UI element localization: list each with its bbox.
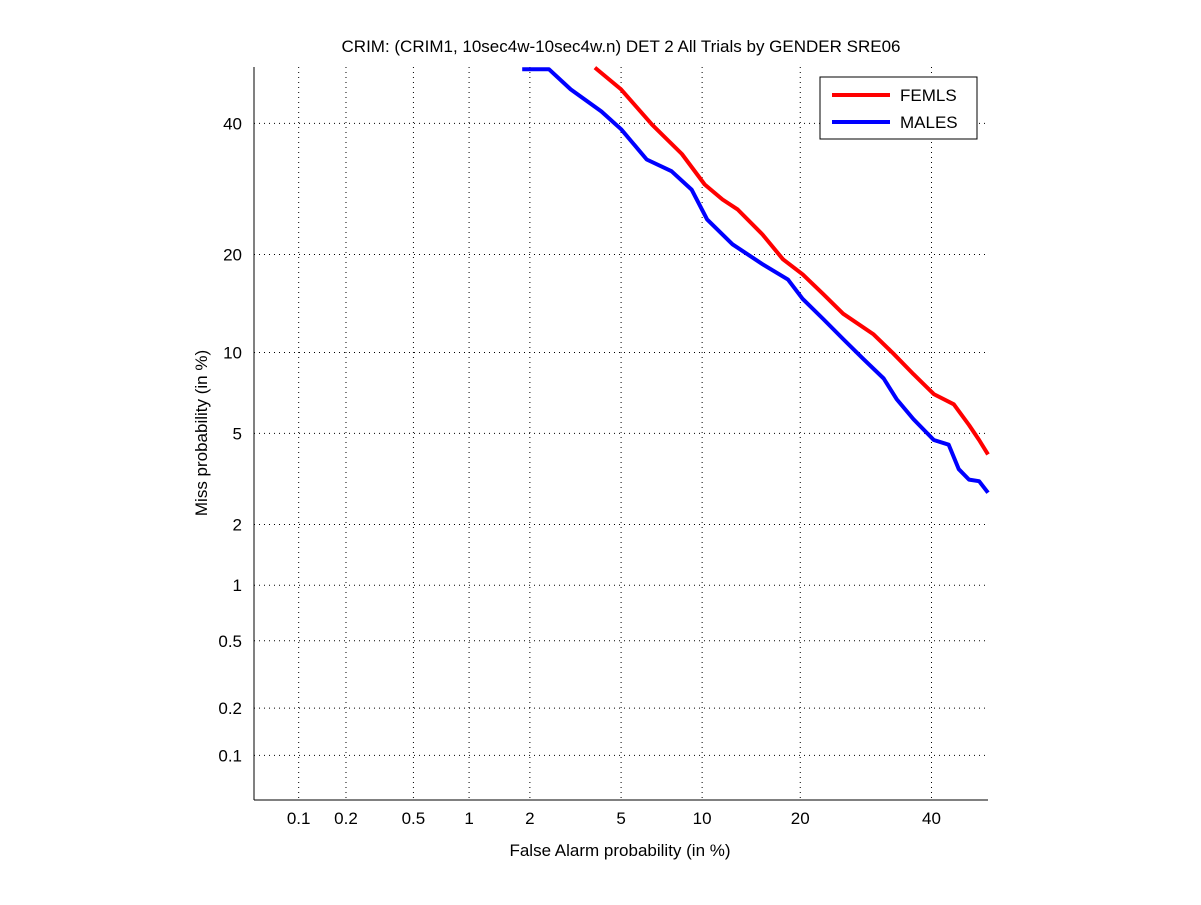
y-tick-label: 10 (223, 343, 242, 362)
y-tick-label: 2 (233, 515, 242, 534)
legend: FEMLS MALES (819, 76, 978, 140)
y-tick-label: 0.5 (218, 632, 242, 651)
legend-label-femls: FEMLS (900, 86, 957, 105)
y-tick-label: 20 (223, 245, 242, 264)
y-tick-label: 0.2 (218, 699, 242, 718)
series-line-femls (593, 66, 990, 456)
x-tick-label: 40 (922, 809, 941, 828)
legend-box (819, 76, 978, 140)
x-tick-label: 2 (525, 809, 534, 828)
x-tick-label: 10 (693, 809, 712, 828)
legend-label-males: MALES (900, 113, 958, 132)
axes (253, 67, 988, 801)
x-tick-label: 0.1 (287, 809, 311, 828)
x-axis-label: False Alarm probability (in %) (509, 841, 730, 860)
y-tick-label: 1 (233, 576, 242, 595)
chart-title: CRIM: (CRIM1, 10sec4w-10sec4w.n) DET 2 A… (342, 37, 901, 56)
y-tick-label: 5 (233, 424, 242, 443)
y-axis-label: Miss probability (in %) (192, 350, 211, 516)
x-tick-label: 20 (791, 809, 810, 828)
x-tick-label: 0.2 (334, 809, 358, 828)
series-line-males (522, 67, 990, 494)
x-tick-label: 1 (464, 809, 473, 828)
y-tick-label: 0.1 (218, 746, 242, 765)
tick-labels: 0.1 0.2 0.5 1 2 5 10 20 40 0.1 0.2 0.5 1 2 5 10 20 40 (218, 114, 941, 828)
x-tick-label: 0.5 (402, 809, 426, 828)
series-layer (522, 66, 990, 494)
y-tick-label: 40 (223, 114, 242, 133)
grid-lines (254, 67, 988, 800)
x-tick-label: 5 (616, 809, 625, 828)
